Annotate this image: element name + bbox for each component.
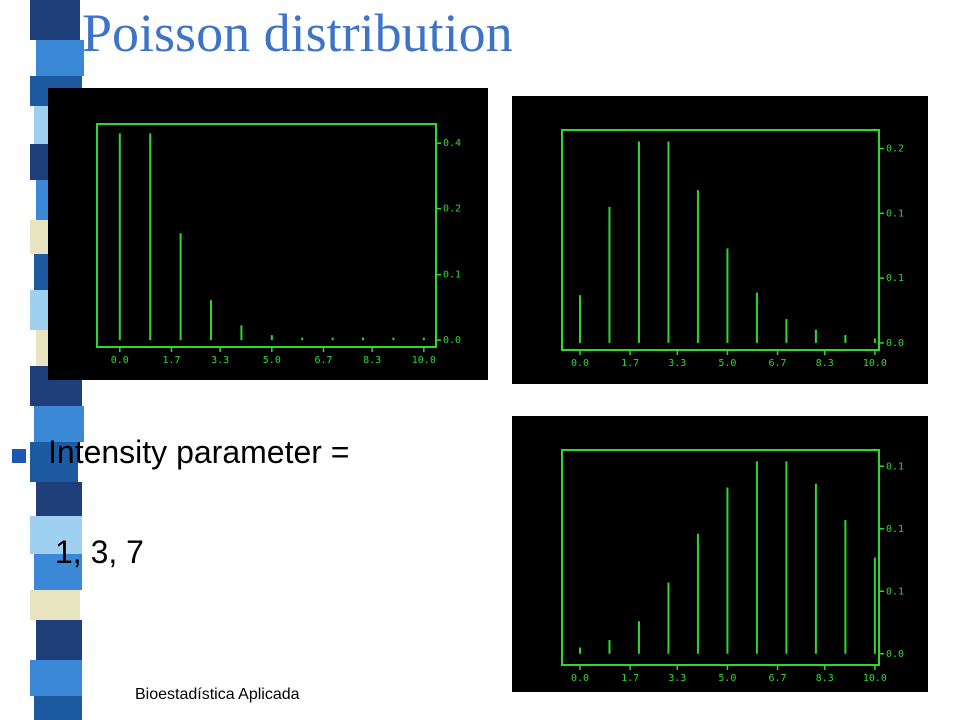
y-tick-label: 0.0 xyxy=(886,338,904,349)
y-tick-label: 0.2 xyxy=(886,144,904,155)
x-tick-label: 0.0 xyxy=(571,673,589,684)
x-tick-label: 3.3 xyxy=(668,673,686,684)
y-tick-label: 0.2 xyxy=(443,204,461,215)
x-tick-label: 3.3 xyxy=(211,355,229,366)
plot-frame xyxy=(561,449,880,666)
x-tick-label: 1.7 xyxy=(162,355,180,366)
x-tick-label: 6.7 xyxy=(769,673,787,684)
y-tick-label: 0.1 xyxy=(886,586,904,597)
bullet-marker xyxy=(12,449,26,463)
chart: 0.0 0.1 0.2 0.4 0.0 1.7 3.3 5.0 6.7 8.3 10.0 xyxy=(48,88,488,380)
x-tick-label: 0.0 xyxy=(111,355,129,366)
slide-title: Poisson distribution xyxy=(82,3,513,63)
x-tick-label: 5.0 xyxy=(718,673,736,684)
x-tick-label: 8.3 xyxy=(816,358,834,369)
y-tick-label: 0.1 xyxy=(886,273,904,284)
y-tick-label: 0.0 xyxy=(886,649,904,660)
y-tick-label: 0.4 xyxy=(443,138,461,149)
y-tick-label: 0.1 xyxy=(886,461,904,472)
footer: Bioestadística Aplicada xyxy=(135,686,300,703)
x-tick-label: 8.3 xyxy=(363,355,381,366)
x-tick-label: 8.3 xyxy=(816,673,834,684)
x-tick-label: 10.0 xyxy=(863,358,887,369)
y-tick-label: 0.1 xyxy=(443,270,461,281)
plot-frame xyxy=(96,123,437,348)
x-tick-label: 10.0 xyxy=(412,355,436,366)
chart: 0.0 0.1 0.1 0.2 0.0 1.7 3.3 5.0 6.7 8.3 10.0 xyxy=(512,96,928,384)
x-tick-label: 6.7 xyxy=(314,355,332,366)
x-tick-label: 3.3 xyxy=(668,358,686,369)
y-tick-label: 0.1 xyxy=(886,208,904,219)
x-tick-label: 1.7 xyxy=(621,358,639,369)
parameters: 1, 3, 7 xyxy=(55,534,144,570)
x-tick-label: 0.0 xyxy=(571,358,589,369)
y-tick-label: 0.0 xyxy=(443,335,461,346)
x-tick-label: 10.0 xyxy=(863,673,887,684)
plot-frame xyxy=(561,129,880,351)
x-tick-label: 1.7 xyxy=(621,673,639,684)
x-tick-label: 5.0 xyxy=(263,355,281,366)
x-tick-label: 6.7 xyxy=(769,358,787,369)
bullet-text: Intensity parameter = xyxy=(48,434,350,470)
x-tick-label: 5.0 xyxy=(718,358,736,369)
y-tick-label: 0.1 xyxy=(886,524,904,535)
chart: 0.0 0.1 0.1 0.1 0.0 1.7 3.3 5.0 6.7 8.3 10.0 xyxy=(512,416,928,692)
